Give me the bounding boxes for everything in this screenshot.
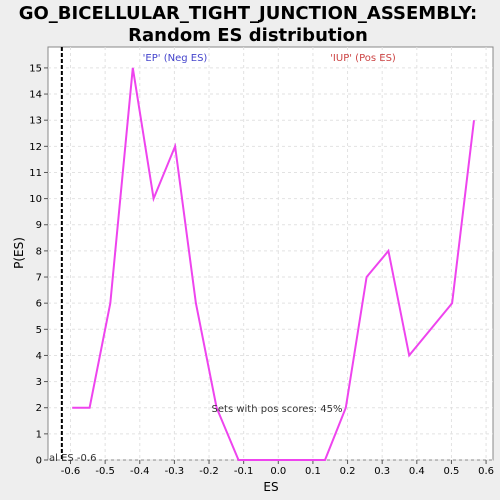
x-tick-label: -0.5 bbox=[95, 466, 115, 477]
x-tick-label: -0.1 bbox=[234, 466, 254, 477]
observed-es-label: al ES -0.6 bbox=[49, 453, 96, 464]
x-tick-label: 0.2 bbox=[340, 466, 356, 477]
y-axis-label: P(ES) bbox=[12, 237, 26, 269]
y-tick-label: 12 bbox=[29, 142, 42, 153]
chart-title-line2: Random ES distribution bbox=[128, 25, 368, 46]
x-tick-label: -0.4 bbox=[130, 466, 150, 477]
y-tick-label: 3 bbox=[36, 377, 42, 388]
y-tick-label: 1 bbox=[36, 429, 42, 440]
x-tick-label: -0.6 bbox=[61, 466, 81, 477]
x-tick-label: 0.0 bbox=[270, 466, 286, 477]
neg-es-label: 'EP' (Neg ES) bbox=[143, 53, 208, 64]
y-tick-label: 5 bbox=[36, 325, 42, 336]
pos-scores-note: Sets with pos scores: 45% bbox=[212, 404, 343, 415]
x-tick-label: 0.1 bbox=[305, 466, 321, 477]
x-tick-label: 0.6 bbox=[478, 466, 494, 477]
x-tick-label: -0.3 bbox=[165, 466, 185, 477]
y-tick-label: 7 bbox=[36, 273, 42, 284]
x-tick-label: -0.2 bbox=[199, 466, 219, 477]
chart-title-line1: GO_BICELLULAR_TIGHT_JUNCTION_ASSEMBLY: bbox=[19, 3, 478, 24]
x-axis-label: ES bbox=[263, 480, 278, 494]
y-tick-label: 15 bbox=[29, 63, 42, 74]
x-tick-label: 0.5 bbox=[443, 466, 459, 477]
y-tick-label: 2 bbox=[36, 403, 42, 414]
pos-es-label: 'IUP' (Pos ES) bbox=[330, 53, 396, 64]
y-tick-label: 10 bbox=[29, 194, 42, 205]
x-axis-ticks: -0.6 -0.5 -0.4 -0.3 -0.2 -0.1 0.0 0.1 0.2 0.3 0.4 0… bbox=[61, 460, 494, 477]
y-tick-label: 14 bbox=[29, 90, 42, 101]
plot-area bbox=[47, 46, 494, 461]
y-tick-label: 9 bbox=[36, 220, 42, 231]
y-tick-label: 13 bbox=[29, 116, 42, 127]
y-tick-label: 0 bbox=[36, 456, 42, 467]
y-tick-label: 4 bbox=[36, 351, 42, 362]
y-tick-label: 11 bbox=[29, 168, 42, 179]
y-tick-label: 6 bbox=[36, 299, 42, 310]
y-tick-label: 8 bbox=[36, 246, 42, 257]
x-tick-label: 0.3 bbox=[374, 466, 390, 477]
x-tick-label: 0.4 bbox=[409, 466, 425, 477]
series-line bbox=[72, 67, 475, 461]
grid bbox=[48, 47, 493, 461]
